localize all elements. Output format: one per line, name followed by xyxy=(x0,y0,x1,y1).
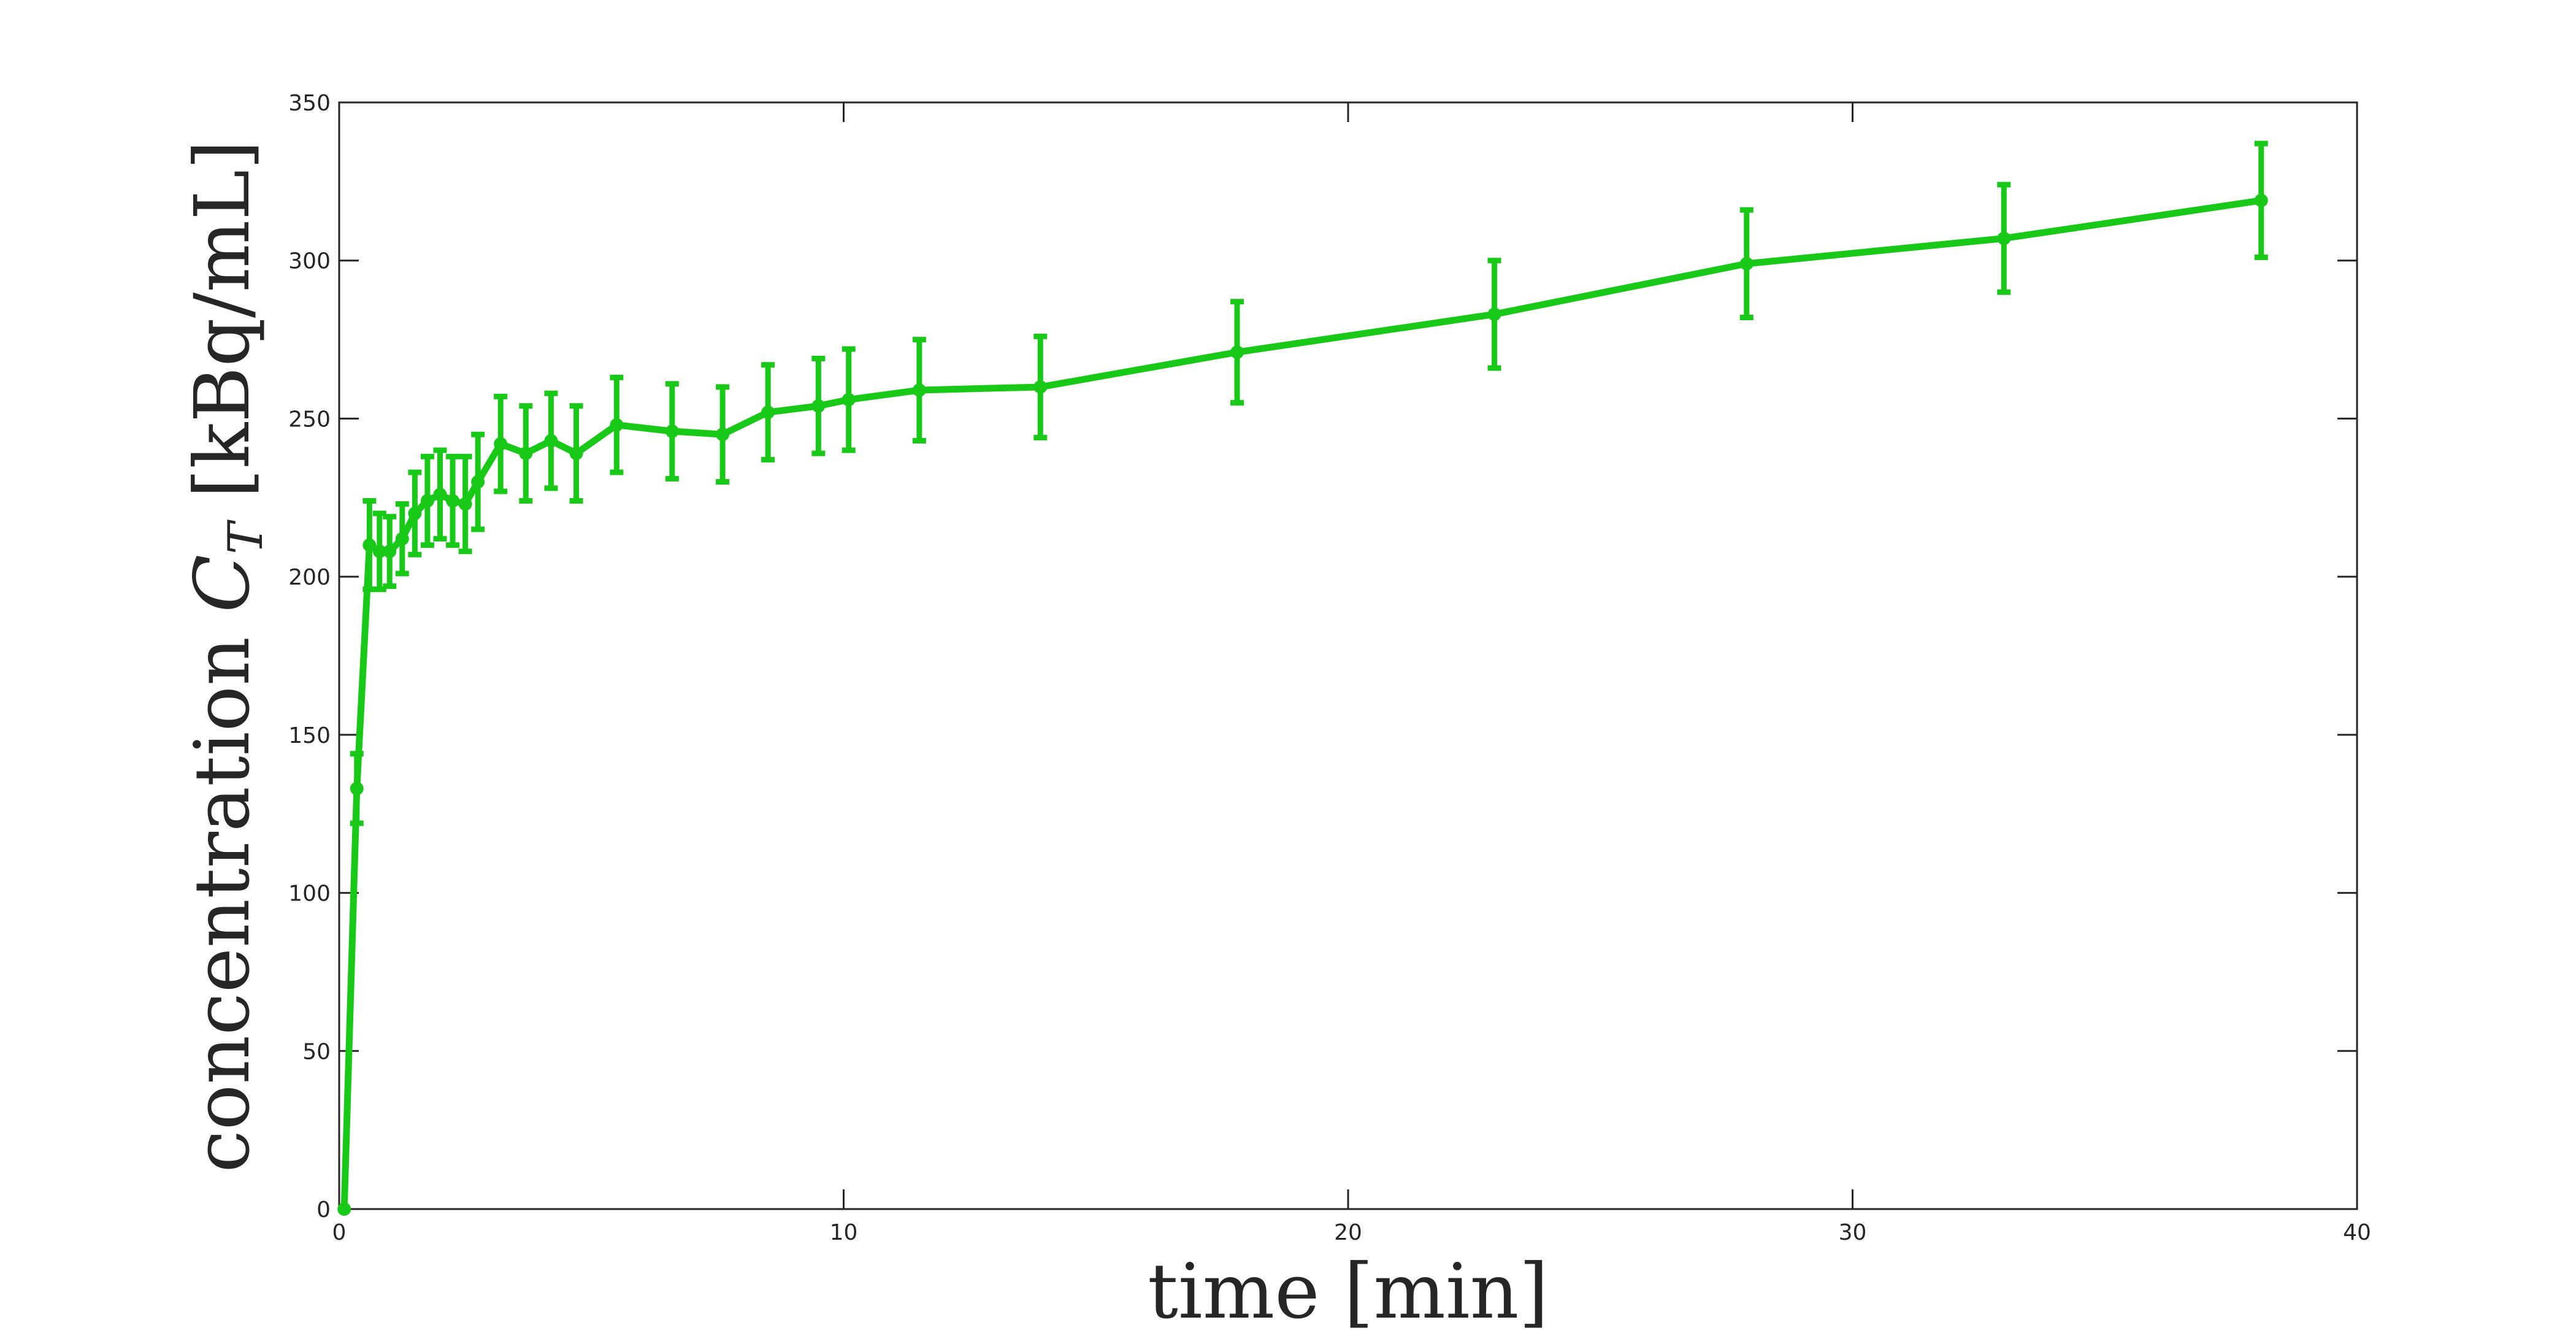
data-point xyxy=(458,497,472,511)
data-point xyxy=(841,393,856,407)
x-axis: 0 10 20 30 40 xyxy=(332,102,2371,1245)
data-point xyxy=(395,532,409,546)
y-axis-title-unit: [kBq/mL] xyxy=(178,140,267,523)
data-point xyxy=(1033,380,1048,394)
data-point xyxy=(446,494,460,508)
x-tick-label: 10 xyxy=(830,1220,858,1245)
data-point xyxy=(471,475,485,489)
data-point xyxy=(1487,307,1501,321)
data-point xyxy=(811,399,826,413)
data-point xyxy=(408,507,422,521)
series-layer xyxy=(337,140,2268,1216)
data-point xyxy=(420,494,434,508)
x-tick-label: 40 xyxy=(2343,1220,2371,1245)
y-tick-label: 300 xyxy=(288,249,331,274)
data-point xyxy=(362,538,377,552)
data-point xyxy=(544,434,558,448)
x-tick-label: 30 xyxy=(1839,1220,1867,1245)
y-axis-title-symbol: C xyxy=(178,555,267,613)
data-point xyxy=(337,1202,351,1216)
data-point xyxy=(716,428,730,442)
y-tick-label: 0 xyxy=(316,1197,331,1223)
data-point xyxy=(350,781,364,796)
data-point xyxy=(761,405,775,420)
y-axis-title-prefix: concentration xyxy=(178,613,267,1173)
y-tick-label: 200 xyxy=(288,565,331,590)
data-point xyxy=(912,383,926,397)
y-tick-label: 150 xyxy=(288,723,331,748)
y-tick-label: 100 xyxy=(288,881,331,907)
data-point xyxy=(1739,256,1754,271)
data-point xyxy=(610,418,624,432)
data-point xyxy=(1997,231,2011,245)
data-point xyxy=(494,437,508,451)
data-point xyxy=(433,488,447,502)
data-point xyxy=(1230,345,1244,359)
data-point xyxy=(372,544,386,558)
y-axis-title-subscript: T xyxy=(218,520,274,555)
data-point xyxy=(2254,193,2268,207)
data-point xyxy=(383,544,397,558)
y-tick-label: 50 xyxy=(302,1039,331,1064)
plot-area xyxy=(338,101,2358,1210)
y-axis-title: concentration CT [kBq/mL] xyxy=(178,140,274,1173)
y-tick-label: 250 xyxy=(288,407,331,432)
x-tick-label: 20 xyxy=(1334,1220,1362,1245)
data-point xyxy=(569,447,583,461)
data-point xyxy=(519,447,533,461)
x-axis-title: time [min] xyxy=(1148,1248,1549,1336)
x-tick-label: 0 xyxy=(332,1220,347,1245)
y-tick-label: 350 xyxy=(288,91,331,116)
data-point xyxy=(665,424,679,439)
